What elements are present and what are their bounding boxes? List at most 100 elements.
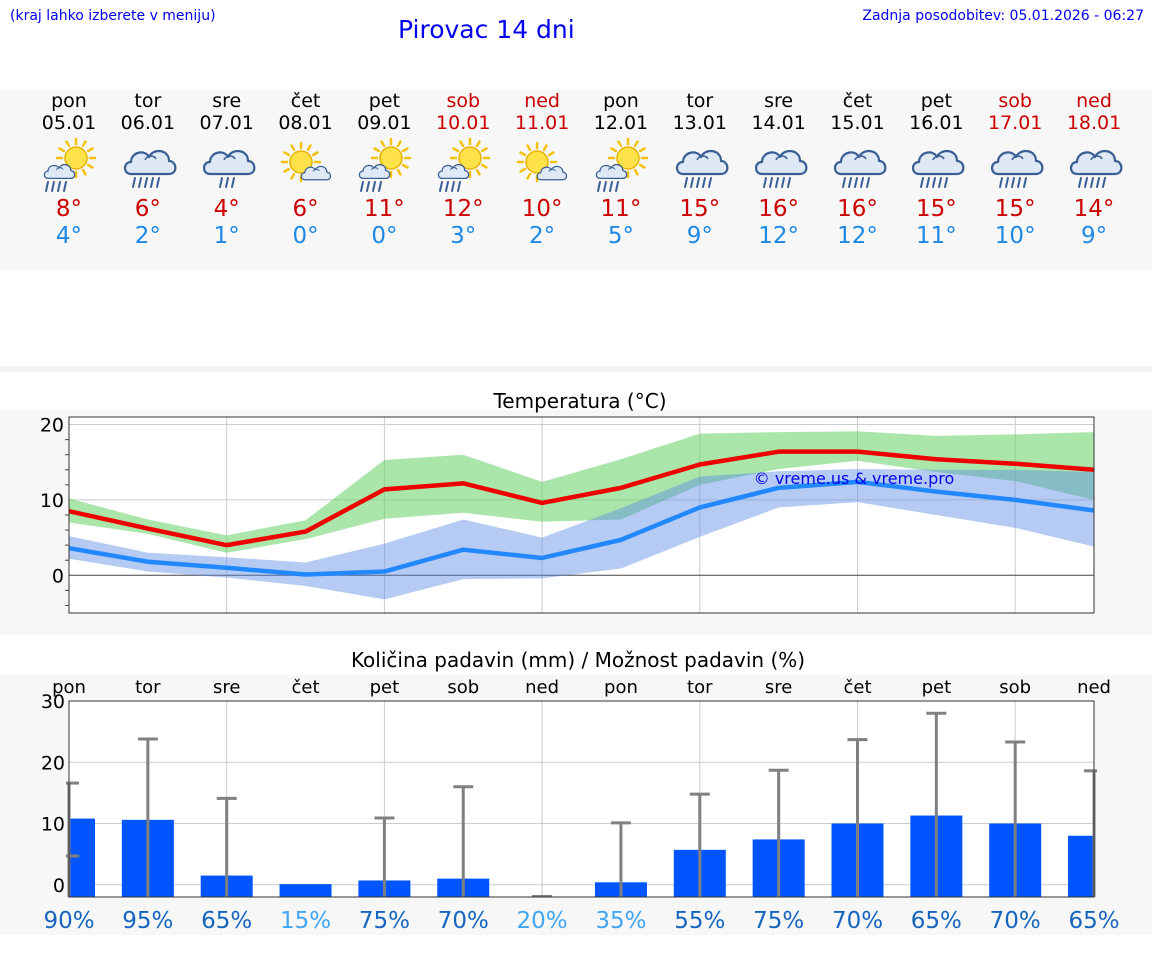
max-temperature: 12° [442,196,484,222]
sun-cloud-rain-icon [434,137,492,196]
min-temperature: 12° [758,223,800,249]
day-name: ned [1076,90,1112,112]
day-date: 09.01 [357,112,412,134]
precipitation-bar [69,818,95,897]
day-name: ned [524,90,560,112]
max-temperature: 6° [292,196,319,222]
max-temperature: 16° [758,196,800,222]
min-temperature: 10° [994,223,1036,249]
max-temperature: 15° [679,196,721,222]
precipitation-probability: 65% [911,908,962,934]
min-temperature: 9° [686,223,713,249]
x-category-label: čet [843,677,871,698]
day-name: čet [290,90,321,112]
day-forecast: ned 11.01 10° 2° [502,90,582,250]
min-temperature: 0° [292,223,319,249]
day-forecast: sre 07.01 4° 1° [187,90,267,250]
day-date: 13.01 [672,112,727,134]
section-divider [0,366,1152,372]
sun-cloud-rain-icon [592,137,650,196]
x-category-label: tor [135,677,161,698]
daily-forecast-strip: pon 05.01 8° 4° tor 06.01 6° 2° sre 07.01 4° 1° č… [0,90,1152,270]
y-tick-label: 30 [41,691,65,713]
precipitation-probability: 35% [595,908,646,934]
cloud-rain-icon [750,138,808,196]
day-date: 06.01 [120,112,176,134]
day-date: 08.01 [278,112,333,134]
min-temperature-line [68,479,1095,577]
page-title: Pirovac 14 dni [398,15,575,44]
day-forecast: ned 18.01 14° 9° [1054,90,1134,250]
day-forecast: sre 14.01 16° 12° [739,90,819,250]
watermark: © vreme.us & vreme.pro [754,469,955,488]
plot-frame [68,416,1095,614]
precipitation-probability: 90% [43,908,94,934]
day-forecast: sob 17.01 15° 10° [975,90,1055,250]
precipitation-probability: 70% [832,908,883,934]
precipitation-bar [279,884,332,897]
precipitation-probability: 95% [122,908,173,934]
day-name: pet [920,90,952,112]
y-tick-label: 10 [40,490,64,512]
x-category-label: pet [370,677,400,698]
y-tick-label: 10 [41,814,65,836]
day-forecast: pet 09.01 11° 0° [344,90,424,250]
max-temperature: 8° [55,196,83,222]
x-category-label: sob [999,677,1031,698]
day-name: sre [212,90,242,112]
plot-frame [68,700,1095,898]
day-date: 05.01 [41,112,97,134]
day-name: pon [51,90,87,112]
day-forecast: pet 16.01 15° 11° [896,90,976,250]
day-date: 10.01 [436,112,491,134]
day-date: 15.01 [830,112,885,134]
max-temperature-line [68,449,1095,548]
precipitation-probability: 15% [280,908,331,934]
max-temperature: 4° [213,196,240,222]
min-temperature: 3° [450,223,477,249]
day-date: 18.01 [1066,112,1122,134]
cloud-rain-icon [671,138,729,196]
last-updated: Zadnja posodobitev: 05.01.2026 - 06:27 [862,8,1144,24]
day-date: 07.01 [199,112,254,134]
cloud-rain-icon [986,138,1044,196]
precipitation-probability: 65% [201,908,252,934]
day-forecast: sob 10.01 12° 3° [423,90,503,250]
precipitation-probability: 20% [517,908,568,934]
precipitation-probability: 65% [1068,908,1119,934]
day-date: 16.01 [909,112,964,134]
precipitation-probability: 75% [753,908,804,934]
day-name: sob [446,90,481,112]
x-category-label: tor [687,677,713,698]
day-name: pon [603,90,639,112]
max-temperature: 15° [915,196,957,222]
precipitation-chart-title: Količina padavin (mm) / Možnost padavin … [351,648,805,672]
day-name: pet [368,90,400,112]
x-category-label: pon [604,677,638,698]
day-date: 12.01 [593,112,649,134]
x-category-label: ned [525,677,559,698]
x-category-label: čet [292,677,320,698]
region-hint[interactable]: (kraj lahko izberete v meniju) [10,8,216,24]
max-temperature: 14° [1073,196,1115,222]
y-tick-label: 0 [52,565,64,587]
precipitation-chart: Količina padavin (mm) / Možnost padavin … [41,648,1120,934]
min-temperature: 5° [607,223,634,249]
min-temperature: 12° [837,223,878,249]
max-temperature: 11° [364,196,405,222]
cloud-rain-icon [907,138,965,196]
min-temperature: 2° [529,223,556,249]
x-category-label: sob [447,677,479,698]
precipitation-probability: 70% [990,908,1041,934]
y-tick-label: 20 [41,752,65,774]
day-forecast: pon 12.01 11° 5° [581,90,661,250]
day-name: tor [134,90,162,112]
day-name: čet [842,90,873,112]
x-category-label: pet [922,677,952,698]
day-forecast: tor 13.01 15° 9° [660,90,740,250]
max-temperature: 10° [521,196,563,222]
day-name: sob [998,90,1032,112]
day-date: 14.01 [751,112,806,134]
max-temperature: 15° [994,196,1036,222]
day-name: tor [686,90,714,112]
